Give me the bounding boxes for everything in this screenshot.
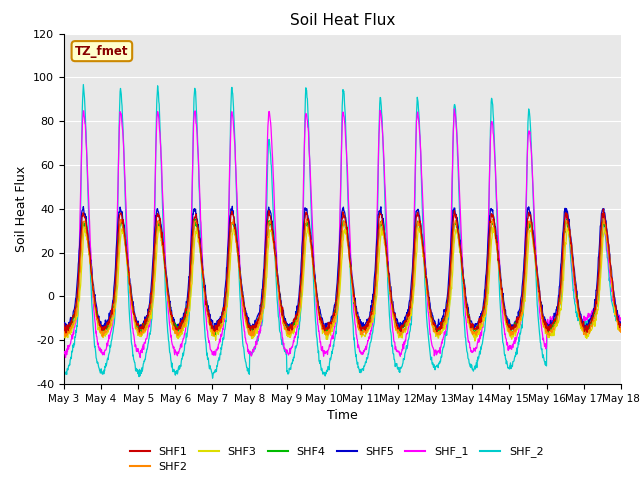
Title: Soil Heat Flux: Soil Heat Flux — [290, 13, 395, 28]
SHF4 — [429, 323, 437, 329]
SHF4 — [60, 325, 68, 331]
SHF1 — [600, 206, 607, 212]
SHF3 — [429, 324, 437, 329]
Line: SHF5: SHF5 — [64, 206, 621, 331]
SHF_1 — [617, 316, 625, 322]
SHF3 — [184, 312, 192, 317]
Line: SHF_2: SHF_2 — [64, 84, 621, 378]
X-axis label: Time: Time — [327, 409, 358, 422]
SHF_2 — [209, 375, 216, 381]
SHF1 — [171, 323, 179, 328]
SHF2 — [184, 300, 192, 306]
SHF1 — [246, 328, 254, 334]
Line: SHF1: SHF1 — [64, 209, 621, 333]
SHF_1 — [136, 355, 144, 360]
SHF4 — [617, 326, 625, 332]
Y-axis label: Soil Heat Flux: Soil Heat Flux — [15, 166, 28, 252]
SHF5 — [323, 328, 331, 334]
SHF2 — [600, 215, 607, 221]
SHF_2 — [79, 82, 87, 87]
SHF5 — [246, 324, 254, 329]
SHF_1 — [60, 350, 68, 356]
Line: SHF4: SHF4 — [64, 219, 621, 336]
SHF5 — [429, 317, 437, 323]
Legend: SHF1, SHF2, SHF3, SHF4, SHF5, SHF_1, SHF_2: SHF1, SHF2, SHF3, SHF4, SHF5, SHF_1, SHF… — [125, 442, 548, 477]
SHF4 — [552, 319, 559, 324]
SHF5 — [617, 322, 625, 328]
SHF_1 — [171, 352, 179, 358]
Text: TZ_fmet: TZ_fmet — [75, 45, 129, 58]
SHF2 — [61, 334, 69, 340]
SHF2 — [60, 329, 68, 335]
SHF5 — [228, 204, 236, 209]
Line: SHF3: SHF3 — [64, 227, 621, 341]
SHF5 — [170, 317, 178, 323]
SHF_1 — [451, 106, 458, 112]
SHF1 — [184, 295, 192, 301]
SHF2 — [246, 331, 254, 337]
SHF4 — [184, 301, 191, 307]
SHF4 — [247, 328, 255, 334]
SHF5 — [60, 320, 68, 325]
SHF2 — [617, 329, 625, 335]
SHF1 — [551, 316, 559, 322]
SHF3 — [552, 324, 559, 330]
SHF2 — [502, 317, 509, 323]
SHF3 — [246, 331, 254, 336]
SHF4 — [191, 216, 199, 222]
SHF_2 — [617, 322, 625, 327]
SHF_2 — [184, 323, 192, 328]
SHF3 — [60, 327, 68, 333]
SHF4 — [170, 324, 178, 330]
SHF_2 — [247, 349, 255, 355]
SHF3 — [502, 322, 510, 328]
SHF4 — [210, 333, 218, 338]
SHF_1 — [429, 345, 437, 350]
SHF5 — [502, 315, 510, 321]
SHF_2 — [429, 364, 437, 370]
SHF5 — [184, 289, 191, 295]
SHF5 — [552, 312, 559, 317]
SHF3 — [617, 328, 625, 334]
SHF_1 — [502, 336, 510, 342]
SHF_2 — [502, 361, 510, 367]
SHF_2 — [171, 368, 179, 374]
SHF4 — [502, 319, 510, 325]
Line: SHF2: SHF2 — [64, 218, 621, 337]
Line: SHF_1: SHF_1 — [64, 109, 621, 358]
SHF2 — [429, 321, 437, 326]
SHF_1 — [552, 312, 559, 318]
SHF3 — [155, 224, 163, 229]
SHF_2 — [60, 367, 68, 372]
SHF3 — [471, 338, 479, 344]
SHF_1 — [184, 304, 192, 310]
SHF1 — [502, 313, 509, 319]
SHF1 — [62, 330, 70, 336]
SHF2 — [171, 327, 179, 333]
SHF_1 — [246, 350, 254, 356]
SHF1 — [617, 322, 625, 328]
SHF3 — [171, 329, 179, 335]
SHF2 — [551, 322, 559, 327]
SHF1 — [429, 321, 437, 327]
SHF1 — [60, 321, 68, 327]
SHF_2 — [552, 318, 559, 324]
